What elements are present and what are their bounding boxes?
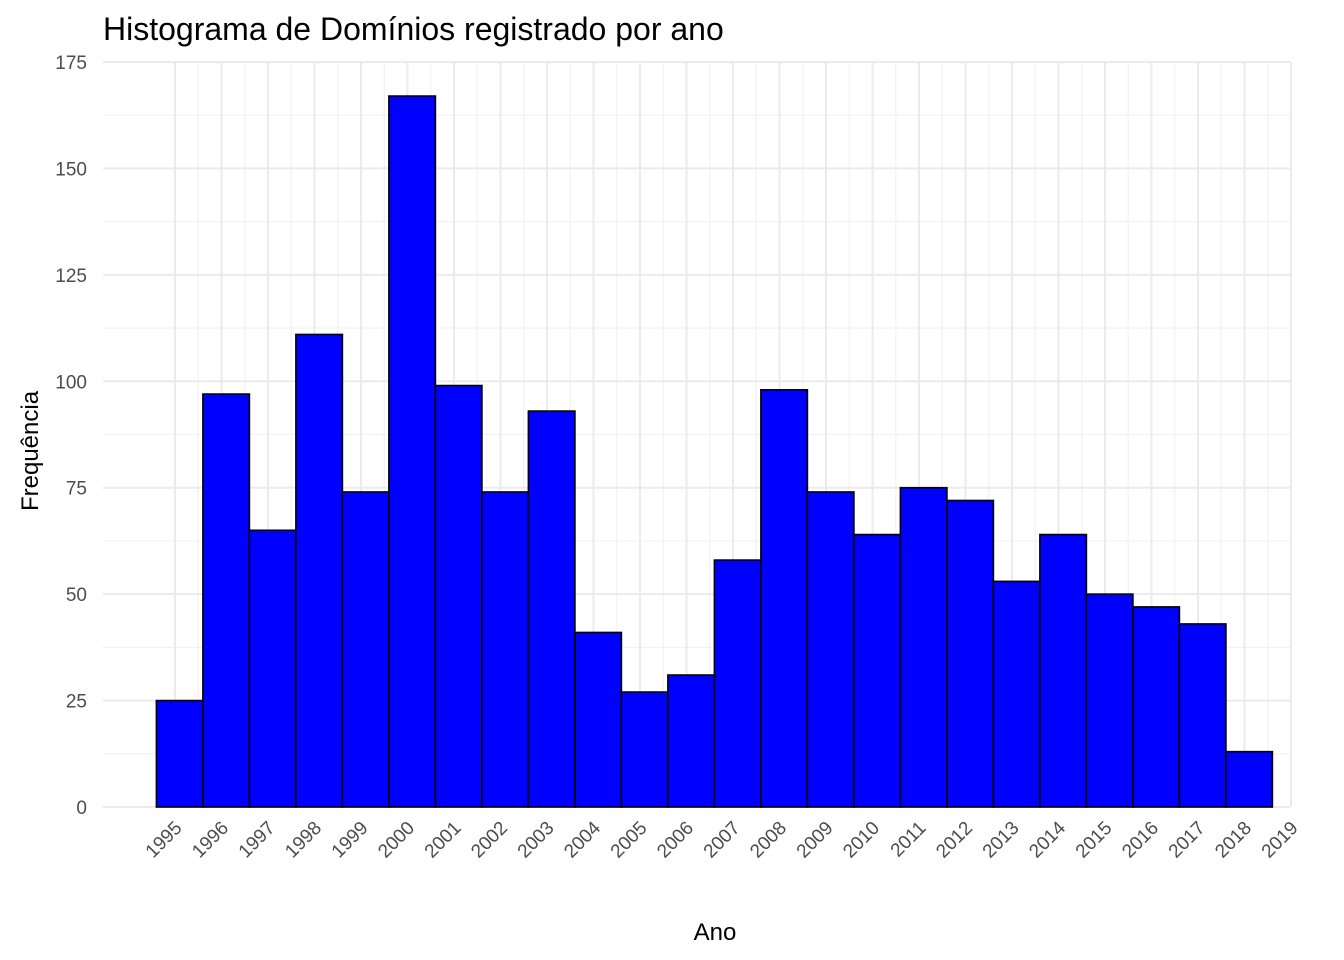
x-tick-label: 2017 [1165,818,1210,863]
y-axis-title: Frequência [17,390,44,511]
x-tick-label: 2016 [1118,818,1163,863]
bar-2016 [1132,606,1181,808]
bar-1995 [155,699,204,808]
x-tick-label: 2019 [1258,818,1303,863]
y-axis-ticks: 0 25 50 75 100 125 150 175 [55,53,87,819]
x-tick-label: 2006 [653,818,698,863]
x-tick-label: 2001 [421,818,466,863]
y-tick-label: 175 [55,53,87,74]
bar-2017 [1178,623,1227,808]
bar-2009 [806,491,855,808]
x-tick-label: 2014 [1025,817,1070,862]
x-tick-label: 2015 [1072,818,1117,863]
bar-2011 [899,486,948,808]
bar-2013 [992,580,1041,808]
x-tick-label: 2007 [700,818,745,863]
x-tick-label: 2018 [1211,818,1256,863]
bar-2015 [1085,593,1134,808]
x-tick-label: 1999 [328,818,373,863]
x-tick-label: 2009 [793,818,838,863]
y-tick-label: 125 [55,266,87,287]
bar-2001 [434,384,483,808]
x-tick-label: 1995 [142,818,187,863]
bar-2018 [1225,750,1274,808]
bar-2014 [1039,533,1088,808]
bar-2007 [713,559,762,808]
x-tick-label: 2004 [560,817,605,862]
chart-title: Histograma de Domínios registrado por an… [103,11,724,47]
x-tick-label: 1998 [281,818,326,863]
bar-2006 [667,674,716,808]
x-tick-label: 2011 [887,818,931,862]
x-axis-title: Ano [694,919,737,946]
y-tick-label: 100 [55,372,87,393]
bar-2002 [481,491,530,808]
x-tick-label: 2000 [374,818,419,863]
bar-1998 [295,333,344,808]
x-tick-label: 2003 [514,818,559,863]
x-tick-label: 2005 [607,818,652,863]
bar-1996 [202,393,251,808]
y-tick-label: 75 [66,479,87,500]
bars [155,95,1274,808]
y-tick-label: 50 [66,585,87,606]
x-axis-ticks: 1995 1996 1997 1998 1999 2000 2001 2002 2003 2004… [142,817,1303,862]
bar-2010 [853,533,902,808]
x-tick-label: 2013 [979,818,1024,863]
bar-1999 [341,491,390,808]
x-tick-label: 1996 [188,818,233,863]
y-tick-label: 150 [55,159,87,180]
bar-2012 [946,499,995,808]
bar-2008 [760,388,809,808]
y-tick-label: 25 [66,692,87,713]
bar-2004 [574,631,623,808]
x-tick-label: 2010 [839,818,884,863]
x-tick-label: 2002 [467,818,512,863]
bar-1997 [248,529,297,808]
x-tick-label: 1997 [235,818,280,863]
y-tick-label: 0 [76,798,87,819]
x-tick-label: 2008 [746,818,791,863]
bar-2000 [388,95,437,808]
bar-2005 [620,691,669,808]
x-tick-label: 2012 [932,818,977,863]
bar-2003 [527,410,576,808]
